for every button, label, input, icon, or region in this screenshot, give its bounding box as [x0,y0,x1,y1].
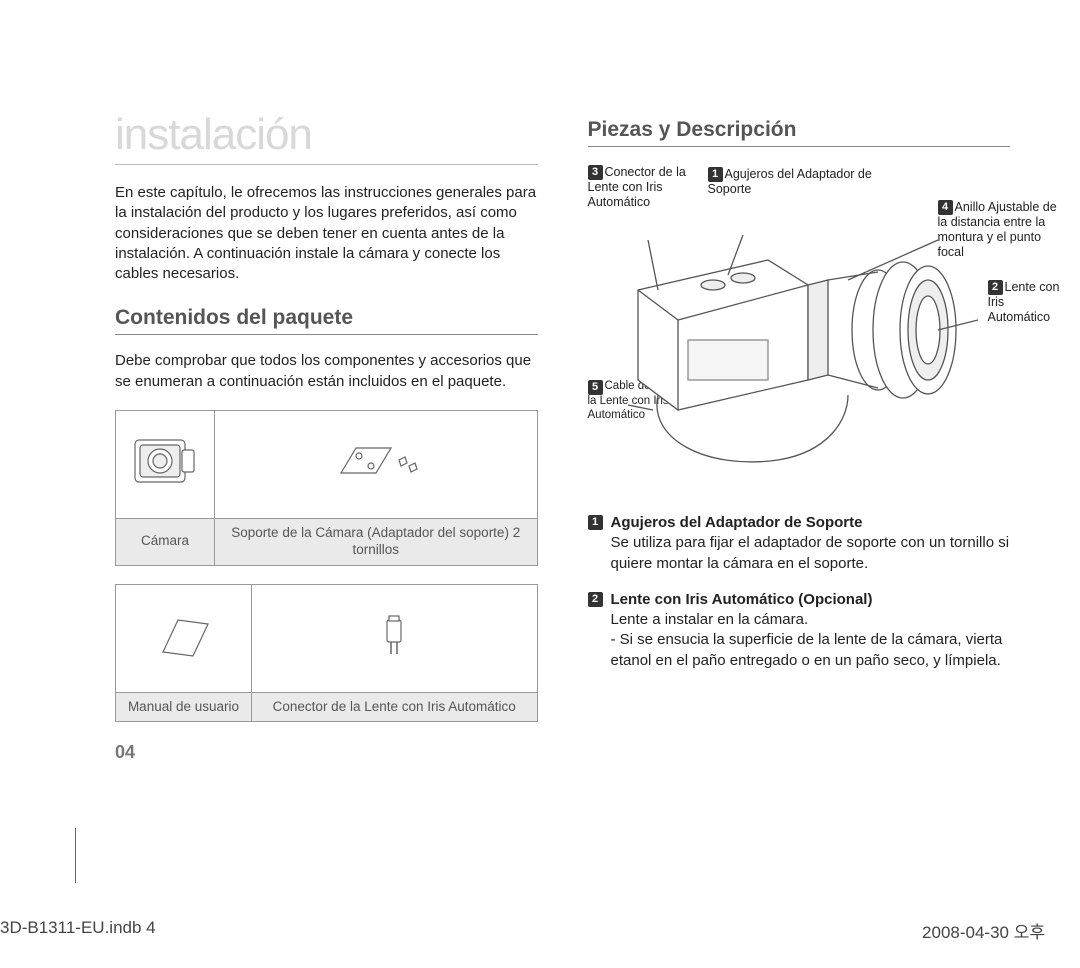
contents-title: Contenidos del paquete [115,306,538,335]
page-number: 04 [115,742,538,763]
label-3: 3Conector de la Lente con Iris Automátic… [588,165,698,210]
package-table-2: Manual de usuario Conector de la Lente c… [115,584,538,723]
package-table-1: Cámara Soporte de la Cámara (Adaptador d… [115,410,538,566]
footer-right: 2008-04-30 오후 [922,918,1045,943]
desc-item-2: 2 Lente con Iris Automático (Opcional) L… [588,590,1011,671]
crop-mark-left [75,828,76,883]
pkg-bracket-label: Soporte de la Cámara (Adaptador del sopo… [215,518,538,565]
desc-1-title: Agujeros del Adaptador de Soporte [611,514,863,531]
pkg-bracket-image [215,410,538,518]
description-list: 1 Agujeros del Adaptador de Soporte Se u… [588,513,1011,671]
intro-text: En este capítulo, le ofrecemos las instr… [115,183,538,284]
camera-illustration [598,230,998,490]
pkg-connector-image [251,584,537,692]
main-title: instalación [115,110,538,165]
desc-2-body: Lente a instalar en la cámara. - Si se e… [611,611,1003,669]
label-2: 2Lente con Iris Automático [988,280,1068,325]
desc-item-1: 1 Agujeros del Adaptador de Soporte Se u… [588,513,1011,574]
parts-diagram: 3Conector de la Lente con Iris Automátic… [588,165,1011,495]
parts-title: Piezas y Descripción [588,118,1011,147]
right-column: Piezas y Descripción 3Conector de la Len… [588,110,1011,763]
label-1: 1Agujeros del Adaptador de Soporte [708,167,918,197]
desc-1-body: Se utiliza para fijar el adaptador de so… [611,534,1010,571]
pkg-connector-label: Conector de la Lente con Iris Automático [251,692,537,722]
numbox-3-icon: 3 [588,165,603,180]
numbox-1-icon: 1 [708,167,723,182]
pkg-camera-image [116,410,215,518]
desc-2-title: Lente con Iris Automático (Opcional) [611,591,873,608]
footer-left: 3D-B1311-EU.indb 4 [0,918,156,943]
package-text: Debe comprobar que todos los componentes… [115,351,538,392]
numbox-4-icon: 4 [938,200,953,215]
footer: 3D-B1311-EU.indb 4 2008-04-30 오후 [0,918,1055,943]
pkg-manual-image [116,584,252,692]
pkg-camera-label: Cámara [116,518,215,565]
label-1-text: Agujeros del Adaptador de Soporte [708,167,872,196]
numbox-2-desc-icon: 2 [588,592,603,607]
left-column: instalación En este capítulo, le ofrecem… [115,110,538,763]
pkg-manual-label: Manual de usuario [116,692,252,722]
numbox-1-desc-icon: 1 [588,515,603,530]
